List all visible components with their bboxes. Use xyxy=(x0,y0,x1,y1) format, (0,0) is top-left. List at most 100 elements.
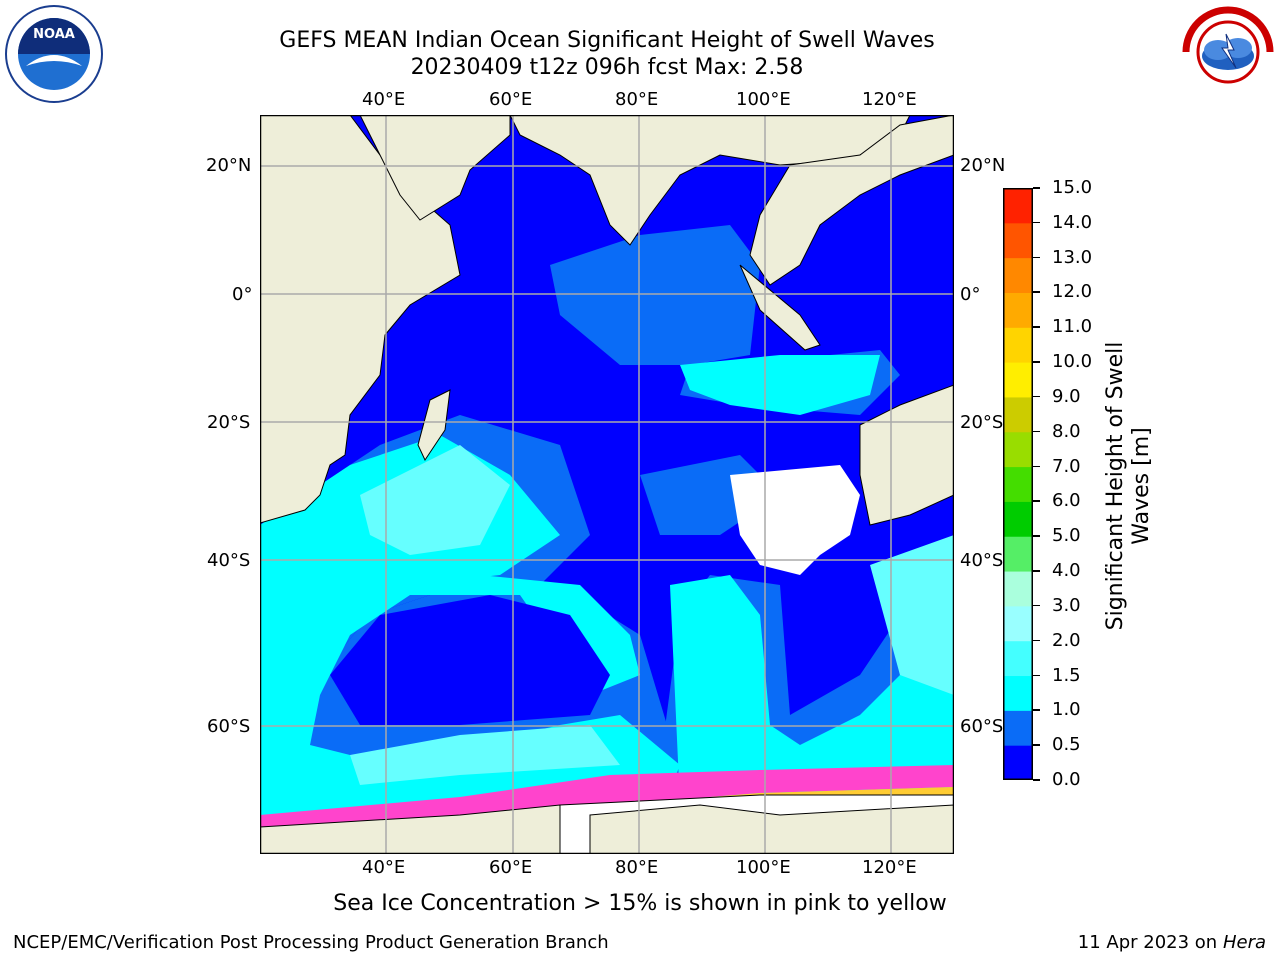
lat-tick-right: 60°S xyxy=(960,716,1004,737)
chart-title: GEFS MEAN Indian Ocean Significant Heigh… xyxy=(279,28,935,53)
colorbar-tick-label: 6.0 xyxy=(1052,490,1081,512)
colorbar-tick-label: 12.0 xyxy=(1052,281,1093,303)
colorbar-tick-label: 11.0 xyxy=(1052,316,1093,338)
colorbar-segment xyxy=(1003,188,1033,224)
colorbar-segment xyxy=(1003,431,1033,468)
colorbar-segment xyxy=(1003,605,1033,642)
colorbar-tick-mark xyxy=(1033,709,1040,711)
lat-tick-left: 0° xyxy=(232,284,253,305)
lon-tick-bottom: 40°E xyxy=(362,857,406,878)
lon-tick-top: 100°E xyxy=(736,89,791,110)
colorbar-label-line2: Waves [m] xyxy=(1129,427,1154,545)
footer-date: 11 Apr 2023 on Hera xyxy=(1078,932,1266,953)
se-asia-land xyxy=(749,115,954,286)
lon-tick-top: 60°E xyxy=(489,89,533,110)
colorbar-segment xyxy=(1003,640,1033,677)
colorbar-tick-mark xyxy=(1033,674,1040,677)
colorbar-tick-mark xyxy=(1033,221,1040,224)
colorbar-tick-mark xyxy=(1033,465,1040,468)
lat-tick-right: 0° xyxy=(960,284,981,305)
colorbar-tick-label: 1.0 xyxy=(1052,699,1081,721)
swell-max-south xyxy=(350,725,620,785)
sumatra-land xyxy=(739,264,821,351)
lon-tick-bottom: 100°E xyxy=(736,857,791,878)
swell-zone-cyan-se xyxy=(670,555,954,805)
colorbar-tick-mark xyxy=(1033,500,1040,502)
colorbar-tick-label: 4.0 xyxy=(1052,560,1081,582)
chart-subtitle: 20230409 t12z 096h fcst Max: 2.58 xyxy=(410,55,804,80)
colorbar-tick-label: 8.0 xyxy=(1052,420,1081,442)
colorbar-tick-label: 2.0 xyxy=(1052,629,1081,651)
caption: Sea Ice Concentration > 15% is shown in … xyxy=(333,891,947,916)
colorbar-tick-mark xyxy=(1033,535,1040,537)
colorbar-segment xyxy=(1003,396,1033,433)
colorbar-tick-label: 3.0 xyxy=(1052,594,1081,616)
colorbar-tick-mark xyxy=(1033,187,1040,189)
colorbar-tick-mark xyxy=(1033,395,1040,398)
colorbar-tick-label: 13.0 xyxy=(1052,246,1093,268)
lat-tick-right: 20°S xyxy=(960,412,1004,433)
swell-zone-cyan-east xyxy=(680,355,880,415)
lon-tick-top: 40°E xyxy=(362,89,406,110)
map-border xyxy=(260,115,954,854)
map-panel xyxy=(260,115,954,854)
colorbar-tick-label: 10.0 xyxy=(1052,351,1093,373)
colorbar-tick-label: 7.0 xyxy=(1052,455,1081,477)
colorbar-segment xyxy=(1003,292,1033,328)
colorbar-segment xyxy=(1003,466,1033,502)
svg-text:NOAA: NOAA xyxy=(33,27,75,42)
gridlines xyxy=(260,115,954,854)
colorbar-segment xyxy=(1003,710,1033,746)
lon-tick-top: 120°E xyxy=(862,89,917,110)
colorbar-tick-label: 1.5 xyxy=(1052,664,1081,686)
nws-logo-icon xyxy=(1182,6,1274,98)
lat-tick-left: 20°N xyxy=(206,155,252,176)
colorbar-segment xyxy=(1003,327,1033,363)
colorbar-tick-mark xyxy=(1033,256,1040,259)
colorbar-tick-mark xyxy=(1033,639,1040,642)
colorbar-tick-mark xyxy=(1033,570,1040,572)
colorbar-tick-label: 0.0 xyxy=(1052,769,1081,790)
colorbar-tick-mark xyxy=(1033,744,1040,746)
no-data-patch xyxy=(730,465,860,575)
colorbar-tick-mark xyxy=(1033,326,1040,328)
footer-date-text: 11 Apr 2023 on xyxy=(1077,932,1223,953)
swell-max-sw xyxy=(360,445,510,555)
calm-zone-south xyxy=(330,595,610,725)
colorbar-tick-label: 5.0 xyxy=(1052,525,1081,547)
noaa-logo-icon: NOAA xyxy=(5,5,103,103)
colorbar-tick-label: 0.5 xyxy=(1052,734,1081,756)
colorbar-segment xyxy=(1003,362,1033,398)
lon-tick-top: 80°E xyxy=(615,89,659,110)
colorbar-tick-mark xyxy=(1033,291,1040,293)
footer-host: Hera xyxy=(1222,932,1266,953)
colorbar-label: Significant Height of Swell Waves [m] xyxy=(1103,342,1155,631)
colorbar-segment xyxy=(1003,536,1033,572)
colorbar-label-line1: Significant Height of Swell xyxy=(1103,341,1128,631)
colorbar-tick-mark xyxy=(1033,361,1040,363)
sea-ice-pink xyxy=(260,765,954,827)
colorbar-tick-mark xyxy=(1033,604,1040,607)
colorbar-tick-mark xyxy=(1033,779,1040,781)
colorbar-segment xyxy=(1003,675,1033,711)
lat-tick-left: 20°S xyxy=(207,412,251,433)
madagascar-land xyxy=(417,389,451,462)
swell-zone-central xyxy=(550,225,760,365)
lon-tick-bottom: 60°E xyxy=(489,857,533,878)
lon-tick-bottom: 120°E xyxy=(862,857,917,878)
colorbar-segment xyxy=(1003,222,1033,259)
lat-tick-left: 40°S xyxy=(207,550,251,571)
lon-tick-bottom: 80°E xyxy=(615,857,659,878)
colorbar-segment xyxy=(1003,257,1033,293)
colorbar xyxy=(1003,188,1033,780)
colorbar-tick-label: 14.0 xyxy=(1052,211,1093,233)
australia-land xyxy=(859,384,954,526)
lat-tick-right: 40°S xyxy=(960,550,1004,571)
colorbar-tick-label: 15.0 xyxy=(1052,177,1093,198)
antarctica-coast xyxy=(589,804,954,854)
lat-tick-right: 20°N xyxy=(960,155,1006,176)
colorbar-segment xyxy=(1003,501,1033,537)
colorbar-segment xyxy=(1003,745,1033,780)
footer-credit: NCEP/EMC/Verification Post Processing Pr… xyxy=(13,932,609,953)
colorbar-border xyxy=(1003,188,1033,780)
